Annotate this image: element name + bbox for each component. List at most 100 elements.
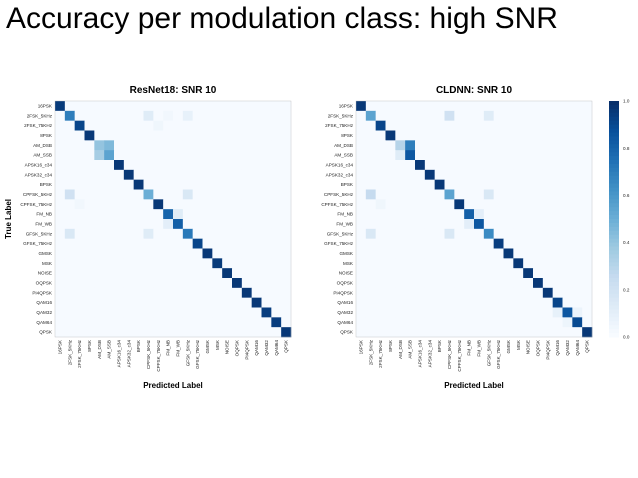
heatmap-cell <box>405 179 416 190</box>
colorbar-swatch <box>609 179 619 185</box>
heatmap-cell <box>493 209 504 220</box>
heatmap-cell <box>163 307 174 318</box>
heatmap-cell <box>434 120 445 131</box>
heatmap-cell <box>261 248 272 259</box>
heatmap-cell <box>173 101 184 112</box>
heatmap-cell <box>251 110 262 121</box>
x-tick-label: APSK16_c34 <box>417 340 422 368</box>
heatmap-cell <box>232 140 243 151</box>
heatmap-cell <box>523 140 534 151</box>
heatmap-cell <box>542 278 553 289</box>
heatmap-cell <box>192 307 203 318</box>
heatmap-cell <box>415 189 426 200</box>
y-tick-label: FM_NB <box>36 212 52 217</box>
heatmap-cell <box>94 169 105 180</box>
heatmap-cell <box>55 110 66 121</box>
heatmap-cell <box>552 140 563 151</box>
heatmap-cell <box>375 248 386 259</box>
heatmap-cell <box>173 150 184 161</box>
heatmap-cell <box>454 268 465 279</box>
heatmap-cell <box>503 140 514 151</box>
heatmap-cell <box>55 189 66 200</box>
heatmap-cell <box>74 297 85 308</box>
heatmap-cell <box>424 160 435 171</box>
heatmap-cell <box>251 130 262 141</box>
heatmap-cell <box>542 238 553 249</box>
heatmap-cell <box>533 248 544 259</box>
heatmap-cell <box>74 307 85 318</box>
heatmap-cell <box>182 278 193 289</box>
heatmap-cell <box>483 228 494 239</box>
x-tick-label: PI4QPSK <box>545 339 550 360</box>
heatmap-cell <box>212 258 223 269</box>
heatmap-cell <box>493 307 504 318</box>
heatmap-cell <box>483 150 494 161</box>
heatmap-cell <box>104 179 115 190</box>
heatmap-cell <box>424 169 435 180</box>
heatmap-cell <box>572 130 583 141</box>
heatmap-cell <box>261 120 272 131</box>
heatmap-cell <box>202 317 213 328</box>
heatmap-cell <box>395 120 406 131</box>
heatmap-cell <box>356 169 367 180</box>
heatmap-cell <box>74 179 85 190</box>
heatmap-cell <box>143 248 154 259</box>
heatmap-cell <box>114 219 125 230</box>
heatmap-cell <box>123 140 134 151</box>
x-tick-label: PI4QPSK <box>244 339 249 360</box>
heatmap-cell <box>94 228 105 239</box>
heatmap-cell <box>212 120 223 131</box>
heatmap-cell <box>64 327 75 338</box>
colorbar-swatch <box>609 219 619 224</box>
heatmap-cell <box>365 248 376 259</box>
heatmap-cell <box>415 297 426 308</box>
y-tick-label: 16PSK <box>339 104 354 109</box>
heatmap-cell <box>241 110 252 121</box>
heatmap-cell <box>271 169 282 180</box>
heatmap-cell <box>464 307 475 318</box>
heatmap-cell <box>64 219 75 230</box>
heatmap-cell <box>464 327 475 338</box>
heatmap-cell <box>84 160 95 171</box>
heatmap-cell <box>365 327 376 338</box>
heatmap-cell <box>202 209 213 220</box>
heatmap-cell <box>415 140 426 151</box>
heatmap-cell <box>182 297 193 308</box>
heatmap-cell <box>444 209 455 220</box>
heatmap-cell <box>464 189 475 200</box>
heatmap-cell <box>385 258 396 269</box>
heatmap-cell <box>405 140 416 151</box>
heatmap-cell <box>241 278 252 289</box>
heatmap-cell <box>415 110 426 121</box>
heatmap-cell <box>365 150 376 161</box>
heatmap-cell <box>493 219 504 230</box>
heatmap-cell <box>365 307 376 318</box>
heatmap-cell <box>114 199 125 210</box>
heatmap-cell <box>104 268 115 279</box>
heatmap-cell <box>542 317 553 328</box>
heatmap-cell <box>395 160 406 171</box>
heatmap-cell <box>55 287 66 298</box>
heatmap-cell <box>385 307 396 318</box>
heatmap-cell <box>552 110 563 121</box>
heatmap-cell <box>202 140 213 151</box>
heatmap-cell <box>261 110 272 121</box>
heatmap-cell <box>104 130 115 141</box>
heatmap-cell <box>133 179 144 190</box>
heatmap-cell <box>222 160 233 171</box>
colorbar-swatch <box>609 136 619 141</box>
heatmap-cell <box>483 209 494 220</box>
heatmap-cell <box>55 101 66 112</box>
heatmap-cell <box>232 120 243 131</box>
heatmap-cell <box>513 317 524 328</box>
heatmap-cell <box>375 150 386 161</box>
heatmap-cell <box>415 199 426 210</box>
heatmap-cell <box>405 110 416 121</box>
chart-title: ResNet18: SNR 10 <box>130 85 217 96</box>
heatmap-cell <box>356 287 367 298</box>
heatmap-cell <box>84 169 95 180</box>
y-tick-label: GFSK_5KHz <box>26 231 53 236</box>
heatmap-cell <box>55 199 66 210</box>
heatmap-cell <box>114 169 125 180</box>
heatmap-cell <box>552 189 563 200</box>
